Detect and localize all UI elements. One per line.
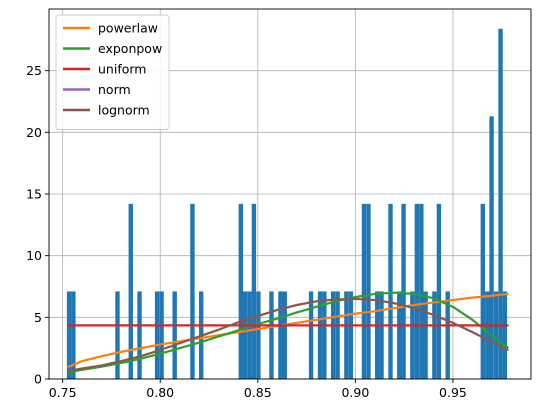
y-tick-label: 5 xyxy=(34,310,42,325)
histogram-bar xyxy=(489,116,494,380)
y-tick-label: 25 xyxy=(26,63,42,78)
histogram-bar xyxy=(238,203,244,379)
x-tick-label: 0.75 xyxy=(49,385,77,400)
histogram-bar xyxy=(172,291,177,379)
histogram-bar xyxy=(436,203,442,379)
histogram-bar xyxy=(423,291,428,379)
y-tick-label: 20 xyxy=(26,125,42,140)
y-tick-label: 0 xyxy=(34,372,42,387)
histogram-bars xyxy=(66,28,508,380)
x-tick-label: 0.85 xyxy=(244,385,272,400)
histogram-bar xyxy=(485,291,490,379)
axis-ticks: 0.75 0.80 0.85 0.90 0.95 0 5 10 15 20 25 xyxy=(26,63,467,400)
series-line-exponpow xyxy=(67,291,509,374)
legend-box xyxy=(55,14,170,130)
histogram-bar xyxy=(397,291,402,379)
histogram-bar xyxy=(251,203,257,379)
histogram-bar xyxy=(242,291,248,379)
histogram-bar xyxy=(308,291,314,379)
histogram-bar xyxy=(445,291,450,379)
histogram-bar xyxy=(498,28,503,379)
histogram-bar xyxy=(282,291,287,379)
histogram-bar xyxy=(401,203,406,379)
histogram-bar xyxy=(317,291,323,379)
histogram-bar xyxy=(66,291,72,379)
legend-label-powerlaw: powerlaw xyxy=(98,21,158,36)
histogram-bar xyxy=(256,291,261,379)
histogram-bar xyxy=(419,203,424,379)
histogram-bar xyxy=(190,203,195,379)
histogram-bar xyxy=(388,203,393,379)
histogram-bar xyxy=(330,291,336,379)
y-tick-label: 10 xyxy=(26,248,42,263)
legend-label-lognorm: lognorm xyxy=(98,103,150,118)
histogram-bar xyxy=(269,291,274,379)
histogram-bar xyxy=(502,291,508,379)
histogram-bar xyxy=(278,291,283,379)
histogram-bar xyxy=(344,291,349,379)
histogram-bar xyxy=(361,203,367,379)
x-tick-label: 0.95 xyxy=(439,385,467,400)
legend: powerlaw exponpow uniform norm lognorm xyxy=(55,14,170,130)
histogram-bar xyxy=(128,203,133,379)
histogram-bar xyxy=(71,291,76,379)
histogram-bar xyxy=(410,291,415,379)
histogram-bar xyxy=(137,291,142,379)
histogram-bar xyxy=(247,291,252,379)
y-tick-label: 15 xyxy=(26,187,42,202)
legend-label-norm: norm xyxy=(98,82,131,97)
histogram-bar xyxy=(414,203,420,379)
series-line-lognorm xyxy=(67,297,509,373)
histogram-bar xyxy=(335,291,340,379)
legend-label-uniform: uniform xyxy=(98,62,146,77)
legend-label-exponpow: exponpow xyxy=(98,41,162,56)
histogram-bar xyxy=(480,203,485,379)
histogram-bar xyxy=(322,291,327,379)
x-tick-label: 0.90 xyxy=(341,385,369,400)
histogram-bar xyxy=(348,291,354,379)
histogram-bar xyxy=(493,291,499,379)
histogram-bar xyxy=(375,291,380,379)
fitted-distribution-lines xyxy=(67,291,509,374)
histogram-bar xyxy=(159,291,164,379)
histogram-bar xyxy=(379,291,384,379)
histogram-bar xyxy=(154,291,160,379)
histogram-bar xyxy=(115,291,120,379)
x-tick-label: 0.80 xyxy=(146,385,174,400)
histogram-bar xyxy=(432,291,437,379)
histogram-bar xyxy=(366,203,371,379)
